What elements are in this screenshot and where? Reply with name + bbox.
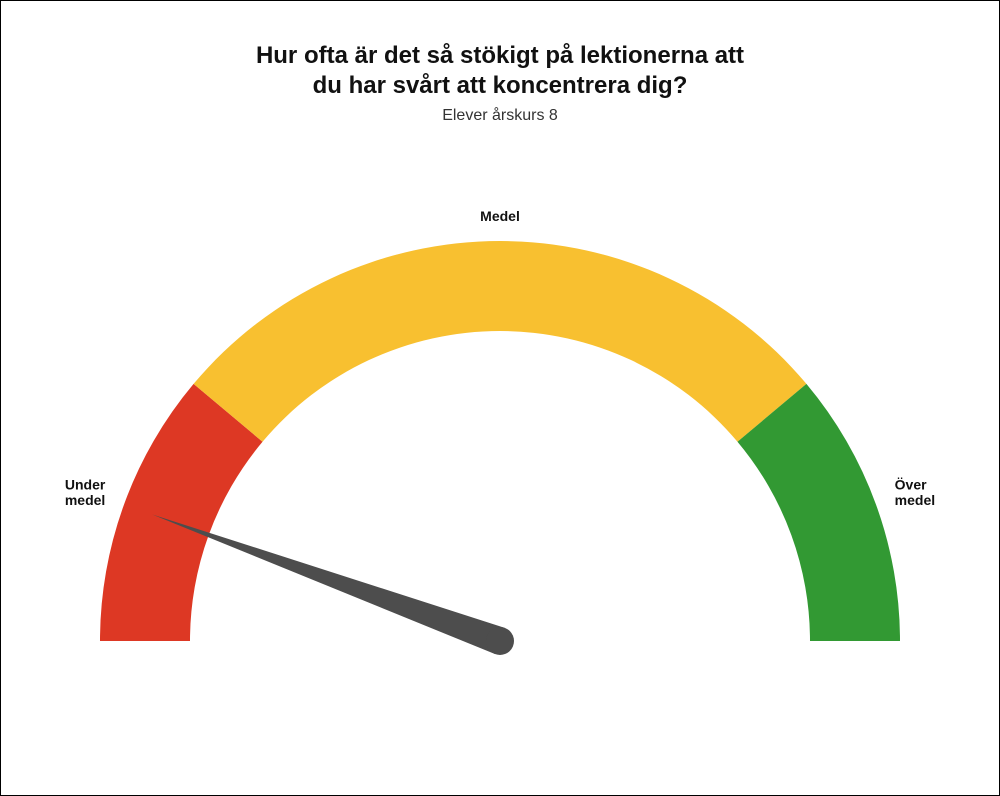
chart-frame: { "title_line1": "Hur ofta är det så stö… <box>0 0 1000 796</box>
gauge-label-over-medel: Övermedel <box>895 477 935 508</box>
gauge-needle-hub <box>486 627 514 655</box>
gauge-segment-medel <box>194 241 807 442</box>
gauge-svg: Undermedel Medel Övermedel <box>30 171 970 731</box>
gauge-chart: Undermedel Medel Övermedel <box>1 171 999 731</box>
subtitle: Elever årskurs 8 <box>1 107 999 125</box>
title-line-2: du har svårt att koncentrera dig? <box>1 71 999 101</box>
title-line-1: Hur ofta är det så stökigt på lektionern… <box>1 41 999 71</box>
gauge-needle <box>152 514 504 654</box>
gauge-label-under-medel: Undermedel <box>65 477 106 508</box>
titles: Hur ofta är det så stökigt på lektionern… <box>1 41 999 125</box>
gauge-label-medel: Medel <box>480 208 520 224</box>
gauge-segment-over-medel <box>737 384 900 641</box>
gauge-segment-under-medel <box>100 384 263 641</box>
